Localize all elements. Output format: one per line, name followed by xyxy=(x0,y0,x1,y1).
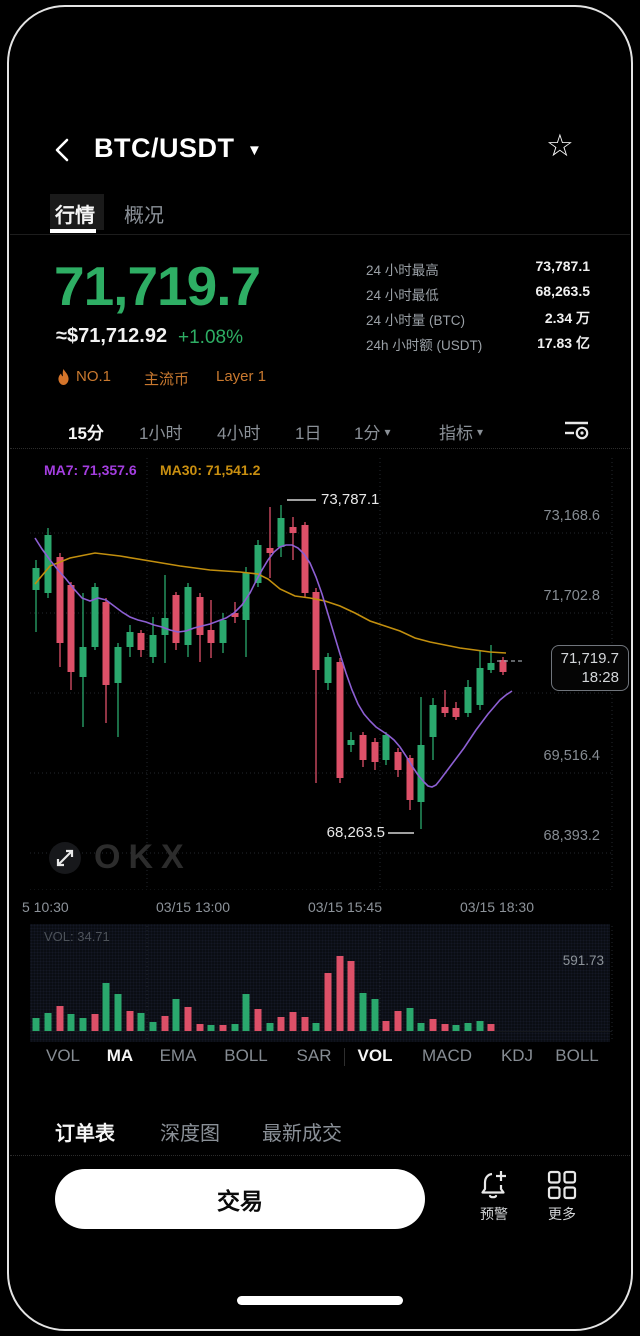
indicator-tab-vol-main[interactable]: VOL xyxy=(45,1046,81,1065)
pair-title[interactable]: BTC/USDT xyxy=(94,133,235,163)
chevron-down-icon: ▾ xyxy=(384,424,391,439)
stat-volume-label: 24 小时量 (BTC) xyxy=(366,313,466,328)
last-price: 71,719.7 xyxy=(54,255,261,317)
tab-orderbook[interactable]: 订单表 xyxy=(55,1123,115,1145)
more-label[interactable]: 更多 xyxy=(548,1206,576,1222)
more-grid-icon[interactable] xyxy=(547,1170,577,1200)
pair-dropdown-icon[interactable]: ▼ xyxy=(247,142,262,159)
back-icon[interactable] xyxy=(50,136,78,164)
expand-chart-icon[interactable] xyxy=(47,840,83,876)
timeframe-divider xyxy=(10,448,630,449)
trade-button[interactable]: 交易 xyxy=(55,1169,425,1229)
axis-label-3: 69,516.4 xyxy=(543,748,600,764)
timeframe-15m[interactable]: 15分 xyxy=(68,424,104,443)
indicator-tab-vol-sub[interactable]: VOL xyxy=(357,1046,393,1065)
home-indicator[interactable] xyxy=(237,1296,403,1305)
indicator-label: 指标 xyxy=(439,424,473,443)
stat-turnover-value: 17.83 亿 xyxy=(537,335,590,351)
volume-label: VOL: 34.71 xyxy=(44,929,110,944)
category-badge[interactable]: 主流币 xyxy=(144,371,190,388)
current-price-value: 71,719.7 xyxy=(560,650,619,667)
axis-label-2: 71,702.8 xyxy=(543,588,600,604)
tab-depth[interactable]: 深度图 xyxy=(160,1123,220,1145)
timeframe-4h[interactable]: 4小时 xyxy=(217,424,261,443)
tab-overview[interactable]: 概况 xyxy=(124,205,164,227)
candlestick-chart[interactable] xyxy=(0,455,640,890)
alert-label[interactable]: 预警 xyxy=(480,1206,508,1222)
timeframe-1m-label: 1分 xyxy=(354,424,381,443)
tab-active-underline xyxy=(50,229,96,233)
indicator-group-divider xyxy=(344,1048,345,1066)
indicator-dropdown[interactable]: 指标 ▾ xyxy=(439,419,483,444)
volume-chart[interactable] xyxy=(0,924,640,1042)
favorite-star-icon[interactable]: ☆ xyxy=(546,128,574,163)
timeframe-1m-dropdown[interactable]: 1分 ▾ xyxy=(354,419,391,444)
change-percent: +1.08% xyxy=(178,327,243,348)
x-axis-label-1: 5 10:30 xyxy=(22,899,69,915)
axis-label-4: 68,393.2 xyxy=(543,828,600,844)
stat-high-value: 73,787.1 xyxy=(535,258,591,274)
stat-low-value: 68,263.5 xyxy=(535,283,591,299)
ma30-label: MA30: 71,541.2 xyxy=(160,462,261,478)
tab-latest-trades[interactable]: 最新成交 xyxy=(262,1123,342,1145)
tab-market[interactable]: 行情 xyxy=(55,205,95,227)
header-divider xyxy=(10,234,630,235)
flame-icon xyxy=(58,369,69,385)
ma7-label: MA7: 71,357.6 xyxy=(44,462,137,478)
indicator-tab-macd[interactable]: MACD xyxy=(421,1046,473,1065)
rank-badge[interactable]: NO.1 xyxy=(76,368,112,385)
axis-label-1: 73,168.6 xyxy=(543,508,600,524)
indicator-tab-sar[interactable]: SAR xyxy=(296,1046,332,1065)
indicator-tab-ema[interactable]: EMA xyxy=(159,1046,197,1065)
indicator-tab-kdj[interactable]: KDJ xyxy=(500,1046,534,1065)
x-axis-label-3: 03/15 15:45 xyxy=(308,899,382,915)
stat-high-label: 24 小时最高 xyxy=(366,263,439,278)
chevron-down-icon: ▾ xyxy=(477,424,484,439)
x-axis-label-2: 03/15 13:00 xyxy=(156,899,230,915)
tab-market-highlight xyxy=(50,194,104,230)
indicator-tab-ma[interactable]: MA xyxy=(106,1046,134,1065)
current-price-time: 18:28 xyxy=(581,669,619,686)
stat-volume-value: 2.34 万 xyxy=(544,310,590,326)
stat-low-label: 24 小时最低 xyxy=(366,288,439,303)
high-annotation: 73,787.1 xyxy=(321,491,380,508)
indicator-tab-boll[interactable]: BOLL xyxy=(224,1046,268,1065)
timeframe-1h[interactable]: 1小时 xyxy=(139,424,183,443)
current-price-box: 71,719.7 18:28 xyxy=(550,645,629,691)
indicator-tab-boll2[interactable]: BOLL xyxy=(555,1046,599,1065)
low-annotation: 68,263.5 xyxy=(326,824,385,841)
x-axis-label-4: 03/15 18:30 xyxy=(460,899,534,915)
timeframe-1d[interactable]: 1日 xyxy=(295,424,322,443)
layer-badge[interactable]: Layer 1 xyxy=(216,368,267,385)
chart-settings-icon[interactable] xyxy=(563,418,590,442)
stat-turnover-label: 24h 小时额 (USDT) xyxy=(366,338,483,353)
okx-watermark: OKX xyxy=(94,838,192,876)
fiat-price: ≈$71,712.92 xyxy=(56,325,168,347)
price-alert-bell-icon[interactable] xyxy=(477,1166,511,1200)
volume-max-label: 591.73 xyxy=(562,953,604,968)
bottom-tabs-divider xyxy=(10,1155,630,1156)
